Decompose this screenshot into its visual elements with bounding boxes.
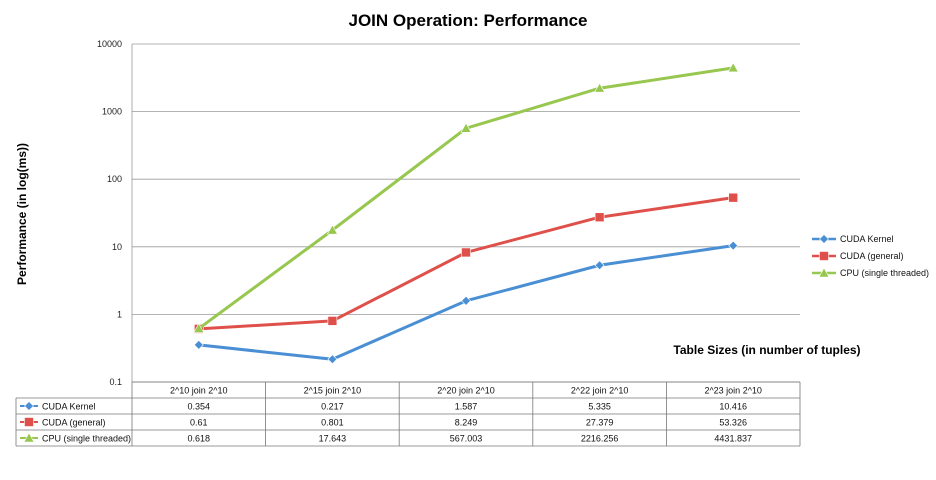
table-cell-value: 0.217 xyxy=(321,402,344,412)
legend-label: CUDA (general) xyxy=(840,251,904,261)
y-tick-label: 10 xyxy=(112,242,122,252)
x-tick-label: 2^15 join 2^10 xyxy=(304,386,362,396)
data-point xyxy=(594,260,605,271)
data-point xyxy=(728,192,739,203)
legend-marker xyxy=(819,234,829,244)
data-point xyxy=(193,339,204,350)
y-tick-label: 100 xyxy=(107,174,122,184)
data-point xyxy=(594,212,605,223)
data-table: 2^10 join 2^10 2^15 join 2^10 2^20 join 2^… xyxy=(15,381,801,447)
table-cell-value: 0.801 xyxy=(321,418,344,428)
table-cell-value: 2216.256 xyxy=(581,434,619,444)
legend-marker xyxy=(818,267,830,278)
legend-marker xyxy=(819,251,829,261)
table-key-marker xyxy=(24,401,34,411)
table-cell-value: 53.326 xyxy=(719,418,747,428)
table-series-name: CPU (single threaded) xyxy=(42,434,131,444)
legend: CUDA Kernel CUDA (general) CPU (single thr… xyxy=(812,234,929,278)
table-cell-value: 5.335 xyxy=(588,402,611,412)
x-tick-label: 2^10 join 2^10 xyxy=(170,386,228,396)
y-tick-labels: 0.1 1 10 100 1000 10000 xyxy=(97,39,122,387)
series-lines xyxy=(193,62,739,365)
data-point xyxy=(327,316,338,326)
table-cell-value: 1.587 xyxy=(455,402,478,412)
table-key-marker xyxy=(24,417,34,427)
data-point xyxy=(461,295,471,306)
y-tick-label: 1000 xyxy=(102,107,122,117)
data-point xyxy=(460,122,472,133)
table-cell-value: 4431.837 xyxy=(714,434,752,444)
table-legend-key xyxy=(20,401,38,411)
table-cell-value: 27.379 xyxy=(586,418,614,428)
x-tick-label: 2^22 join 2^10 xyxy=(571,386,629,396)
data-point xyxy=(728,240,739,251)
table-cell-value: 10.416 xyxy=(719,402,747,412)
x-tick-label: 2^20 join 2^10 xyxy=(437,386,495,396)
table-cell-value: 0.618 xyxy=(188,434,211,444)
table-series-name: CUDA (general) xyxy=(42,418,106,428)
table-key-marker xyxy=(23,432,35,443)
table-cell-value: 8.249 xyxy=(455,418,478,428)
chart-title: JOIN Operation: Performance xyxy=(348,11,587,30)
table-legend-key xyxy=(20,432,38,443)
legend-item: CUDA (general) xyxy=(812,251,904,261)
legend-label: CPU (single threaded) xyxy=(840,268,929,278)
table-cell-value: 17.643 xyxy=(319,434,347,444)
legend-item: CPU (single threaded) xyxy=(812,267,929,278)
data-point xyxy=(327,354,338,365)
data-point xyxy=(326,224,338,235)
table-series-name: CUDA Kernel xyxy=(42,402,96,412)
data-point xyxy=(594,82,606,93)
data-point xyxy=(727,62,739,73)
y-tick-label: 10000 xyxy=(97,39,122,49)
legend-label: CUDA Kernel xyxy=(840,234,894,244)
y-tick-label: 1 xyxy=(117,309,122,319)
x-tick-label: 2^23 join 2^10 xyxy=(704,386,762,396)
y-axis-title: Performance (in log(ms)) xyxy=(15,143,29,285)
legend-item: CUDA Kernel xyxy=(812,234,894,244)
table-legend-key xyxy=(20,417,38,427)
data-point xyxy=(461,247,471,258)
table-cell-value: 567.003 xyxy=(450,434,483,444)
data-point xyxy=(193,322,205,333)
y-tick-label: 0.1 xyxy=(109,377,122,387)
table-cell-value: 0.354 xyxy=(188,402,211,412)
x-axis-title: Table Sizes (in number of tuples) xyxy=(673,343,860,357)
table-cell-value: 0.61 xyxy=(190,418,208,428)
